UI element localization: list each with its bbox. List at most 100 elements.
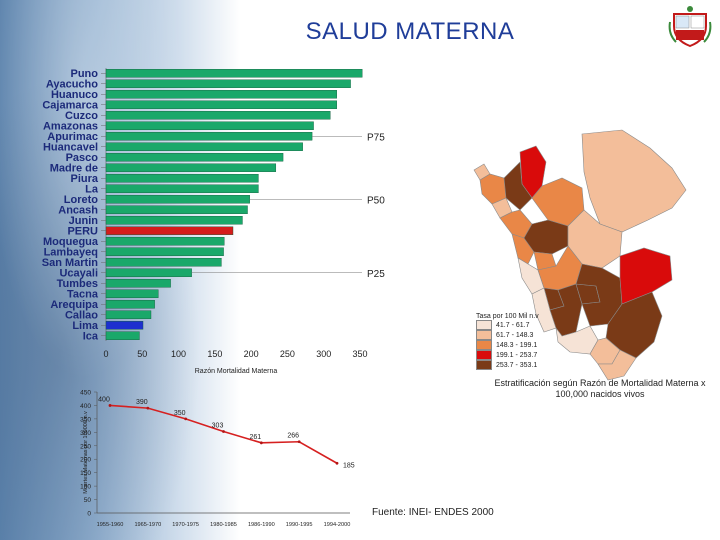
- bar-category-label: Piura: [70, 173, 98, 185]
- legend-label: 148.3 - 199.1: [496, 341, 538, 349]
- bar-cuzco: [105, 111, 331, 120]
- line-y-tick-label: 200: [80, 457, 91, 464]
- bar-loreto: [105, 194, 250, 204]
- legend-swatch: [476, 330, 492, 340]
- line-data-label: 350: [174, 410, 186, 417]
- line-x-tick-label: 1990-1995: [286, 522, 313, 528]
- bar-junin: [105, 215, 243, 225]
- bar-category-label: Puno: [71, 68, 99, 80]
- bar-category-label: Amazonas: [43, 121, 98, 133]
- map-legend-item: 61.7 - 148.3: [476, 330, 564, 340]
- line-point: [146, 406, 150, 410]
- bar-x-tick-label: 350: [352, 349, 367, 359]
- map-legend: Tasa por 100 Mil n.v 41.7 - 61.7 61.7 - 1…: [472, 313, 564, 381]
- bar-ica: [105, 331, 140, 341]
- line-y-tick-label: 350: [80, 416, 91, 423]
- bar-piura: [105, 173, 259, 183]
- bar-category-label: La: [85, 184, 99, 196]
- legend-label: 199.1 - 253.7: [496, 351, 538, 359]
- line-y-axis-title: Muertes Maternas por 100000 n.v: [83, 411, 89, 494]
- bar-category-label: Ucayali: [59, 268, 98, 280]
- legend-label: 61.7 - 148.3: [496, 331, 534, 339]
- bar-category-label: Ancash: [58, 205, 98, 217]
- peru-map: [473, 129, 687, 381]
- map-legend-item: 41.7 - 61.7: [476, 320, 564, 330]
- map-region-ancash: [511, 233, 535, 265]
- bar-tacna: [105, 289, 159, 298]
- line-y-tick-label: 150: [80, 470, 91, 477]
- line-data-label: 185: [343, 462, 355, 469]
- bar-category-label: Arequipa: [50, 299, 99, 311]
- bar-x-tick-label: 200: [244, 349, 259, 359]
- bar-san-martin: [105, 257, 222, 267]
- bar-ancash: [105, 205, 248, 214]
- bar-lambayeq: [105, 247, 224, 256]
- line-x-tick-label: 1980-1985: [210, 522, 237, 528]
- bar-ayacucho: [105, 79, 351, 89]
- bar-peru: [105, 226, 234, 235]
- bar-category-label: Lambayeq: [44, 247, 98, 259]
- bar-cajamarca: [105, 100, 337, 110]
- map-legend-item: 148.3 - 199.1: [476, 340, 564, 350]
- bar-puno: [105, 68, 363, 78]
- line-data-label: 390: [136, 399, 148, 406]
- line-y-tick-label: 50: [84, 497, 92, 504]
- legend-swatch: [476, 340, 492, 350]
- map-region-loreto: [581, 129, 687, 233]
- line-x-tick-label: 1994-2000: [324, 522, 351, 528]
- bar-category-label: Pasco: [66, 152, 99, 164]
- line-y-tick-label: 100: [80, 484, 91, 491]
- bar-category-label: Ayacucho: [46, 79, 98, 91]
- bar-huanuco: [105, 90, 337, 99]
- bar-category-label: Tacna: [67, 289, 99, 301]
- line-x-tick-label: 1986-1990: [248, 522, 275, 528]
- line-y-tick-label: 300: [80, 430, 91, 437]
- line-x-tick-label: 1970-1975: [172, 522, 199, 528]
- line-data-label: 261: [249, 434, 261, 441]
- line-y-tick-label: 450: [80, 390, 91, 397]
- bar-category-label: Junin: [69, 215, 99, 227]
- bar-apurimac: [105, 131, 313, 141]
- bar-category-label: Huancavel: [43, 142, 98, 154]
- bar-category-label: Moquegua: [43, 236, 99, 248]
- line-data-label: 303: [212, 423, 224, 430]
- line-point: [297, 440, 301, 444]
- map-legend-item: 199.1 - 253.7: [476, 350, 564, 360]
- line-point: [184, 417, 188, 421]
- bar-x-axis-title: Razón Mortalidad Materna: [195, 368, 278, 375]
- page-title: SALUD MATERNA: [305, 18, 515, 45]
- line-x-tick-label: 1955-1960: [97, 522, 124, 528]
- bar-category-label: Ica: [83, 331, 99, 343]
- line-point: [259, 441, 263, 445]
- bar-x-tick-label: 0: [103, 349, 108, 359]
- line-data-label: 266: [287, 433, 299, 440]
- bar-moquegua: [105, 236, 225, 246]
- bar-category-label: Callao: [65, 310, 98, 322]
- line-y-tick-label: 400: [80, 403, 91, 410]
- bar-x-tick-label: 50: [137, 349, 147, 359]
- bar-category-label: Huanuco: [51, 89, 98, 101]
- legend-swatch: [476, 360, 492, 370]
- bar-la: [105, 184, 259, 193]
- bar-huancavel: [105, 142, 303, 151]
- map-caption: Estratificación según Razón de Mortalida…: [494, 378, 706, 399]
- map-region-huanuco: [523, 219, 569, 255]
- bar-chart: PunoAyacuchoHuanucoCajamarcaCuzcoAmazona…: [42, 68, 385, 375]
- map-legend-title: Tasa por 100 Mil n.v: [476, 313, 539, 320]
- line-x-tick-label: 1965-1970: [134, 522, 161, 528]
- legend-swatch: [476, 320, 492, 330]
- bar-pasco: [105, 152, 284, 162]
- bar-tumbes: [105, 278, 171, 288]
- bar-lima: [105, 321, 144, 330]
- bar-category-label: Madre de: [50, 163, 98, 175]
- bar-category-label: Lima: [72, 320, 99, 332]
- bar-callao: [105, 310, 152, 319]
- legend-label: 253.7 - 353.1: [496, 361, 538, 369]
- map-legend-item: 253.7 - 353.1: [476, 360, 564, 370]
- bar-category-label: Apurimac: [47, 131, 98, 143]
- bar-category-label: Loreto: [64, 194, 99, 206]
- bar-category-label: Tumbes: [57, 278, 98, 290]
- reference-label: P25: [367, 269, 385, 280]
- bar-category-label: Cuzco: [65, 110, 98, 122]
- bar-category-label: San Martin: [42, 257, 99, 269]
